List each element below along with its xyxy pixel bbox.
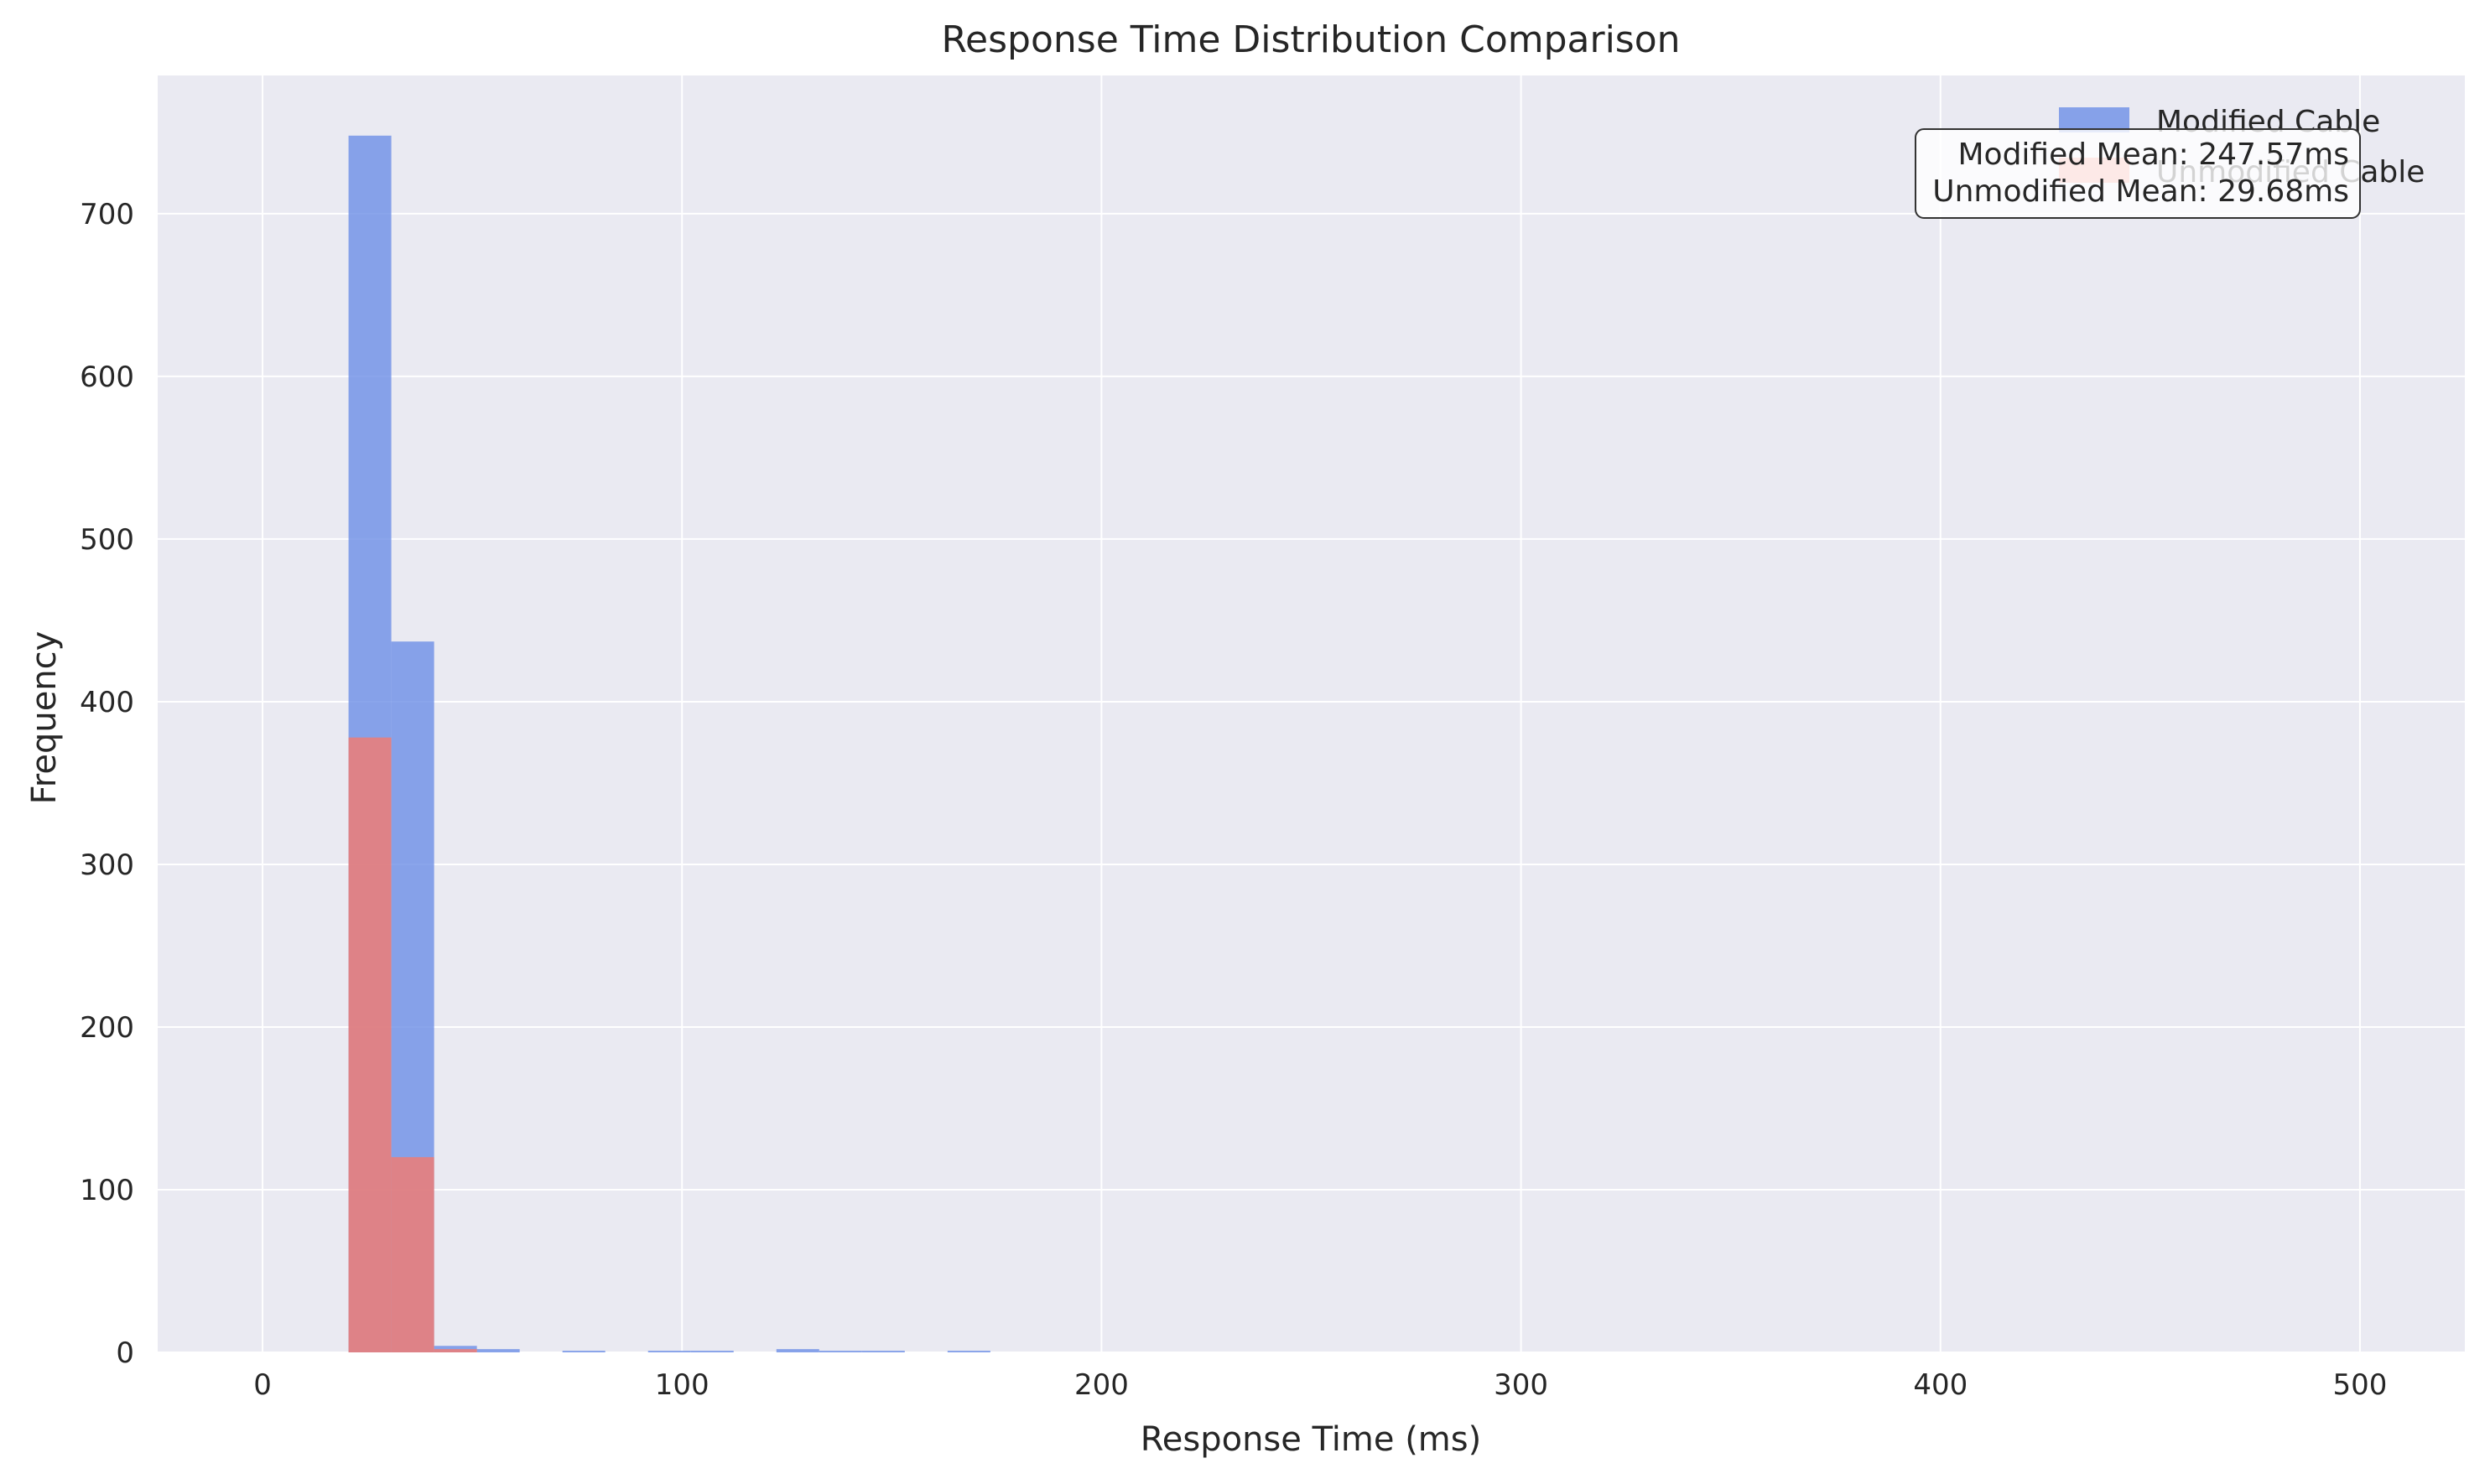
stats-box: Modified Mean: 247.57ms Unmodified Mean:… <box>1915 128 2361 219</box>
modified-cable-bar <box>476 1349 520 1352</box>
y-tick-label: 200 <box>80 1011 134 1045</box>
unmodified-cable-bar <box>434 1349 477 1352</box>
modified-cable-bar <box>776 1349 819 1352</box>
unmodified-cable-bar <box>348 737 392 1352</box>
x-axis-ticks: 0 100 200 300 400 500 <box>253 1368 2387 1402</box>
unmodified-cable-bar <box>391 1157 434 1352</box>
y-tick-label: 600 <box>80 361 134 394</box>
x-tick-label: 400 <box>1913 1368 1968 1402</box>
x-tick-label: 100 <box>655 1368 710 1402</box>
y-tick-label: 100 <box>80 1174 134 1207</box>
y-tick-label: 300 <box>80 848 134 882</box>
stats-box-frame <box>1915 128 2361 219</box>
stats-modified-mean: Modified Mean: 247.57ms <box>1957 138 2349 172</box>
modified-cable-bar <box>562 1351 606 1352</box>
x-tick-label: 200 <box>1074 1368 1129 1402</box>
modified-cable-bar <box>647 1351 691 1352</box>
modified-cable-bar <box>819 1351 862 1352</box>
plot-background <box>158 75 2465 1352</box>
x-axis-label: Response Time (ms) <box>1141 1420 1481 1459</box>
y-axis-label: Frequency <box>25 631 64 805</box>
y-tick-label: 400 <box>80 686 134 719</box>
modified-cable-bar <box>947 1351 990 1352</box>
stats-unmodified-mean: Unmodified Mean: 29.68ms <box>1932 174 2349 209</box>
modified-cable-bar <box>690 1351 734 1352</box>
modified-cable-bar <box>861 1351 905 1352</box>
y-axis-ticks: 0 100 200 300 400 500 600 700 <box>80 198 134 1370</box>
chart-title: Response Time Distribution Comparison <box>941 18 1680 61</box>
y-tick-label: 700 <box>80 198 134 231</box>
x-tick-label: 0 <box>253 1368 272 1402</box>
y-tick-label: 500 <box>80 523 134 557</box>
x-tick-label: 300 <box>1494 1368 1548 1402</box>
unmodified-cable-bars <box>348 737 477 1352</box>
x-tick-label: 500 <box>2333 1368 2388 1402</box>
y-tick-label: 0 <box>116 1336 134 1370</box>
